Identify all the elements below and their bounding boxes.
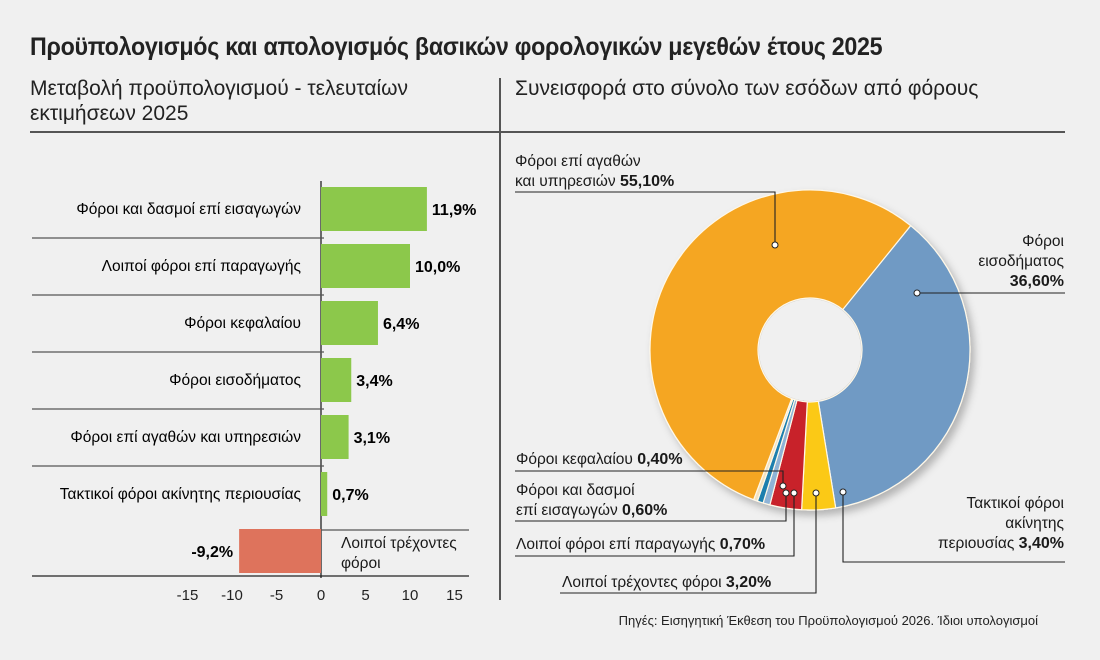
x-tick-label: 10 bbox=[402, 587, 419, 604]
pie-value-income: 36,60% bbox=[1009, 273, 1064, 290]
pie-label-production: Λοιποί φόροι επί παραγωγής 0,70% bbox=[516, 535, 765, 555]
bar bbox=[321, 358, 352, 402]
bar bbox=[321, 301, 378, 345]
donut-slice bbox=[649, 189, 912, 501]
pie-label-income-line1: Φόροι bbox=[1022, 233, 1064, 250]
donut-slice bbox=[817, 224, 971, 509]
bar-value-label: 3,4% bbox=[356, 373, 392, 390]
bar bbox=[239, 529, 321, 573]
donut-slice bbox=[756, 398, 796, 504]
pie-value-production: 0,70% bbox=[719, 536, 766, 553]
donut-slice bbox=[800, 400, 837, 511]
pie-label-goods: Φόροι επί αγαθών και υπηρεσιών 55,10% bbox=[515, 152, 674, 192]
pie-label-imports: Φόροι και δασμοί επί εισαγωγών 0,60% bbox=[516, 481, 667, 521]
pie-label-property-line1: Τακτικοί φόροι bbox=[966, 495, 1064, 512]
donut-slice bbox=[752, 397, 794, 502]
bar bbox=[321, 415, 349, 459]
pie-label-goods-line1: Φόροι επί αγαθών bbox=[515, 153, 641, 170]
donut-slice bbox=[762, 398, 798, 506]
bar bbox=[321, 472, 328, 516]
chart-title: Προϋπολογισμός και απολογισμός βασικών φ… bbox=[30, 33, 883, 61]
pie-label-property: Τακτικοί φόροι ακίνητης περιουσίας 3,40% bbox=[938, 494, 1064, 554]
bar bbox=[321, 244, 410, 288]
leader-dot bbox=[839, 488, 847, 496]
bar-last-label-line2: φόροι bbox=[341, 555, 381, 572]
leader-line bbox=[515, 191, 776, 245]
pie-label-imports-line2: επί εισαγωγών bbox=[516, 502, 618, 519]
pie-value-other-current: 3,20% bbox=[725, 574, 772, 591]
pie-label-capital-text: Φόροι κεφαλαίου bbox=[516, 451, 633, 468]
bar-value-label: 6,4% bbox=[383, 316, 419, 333]
pie-value-capital: 0,40% bbox=[637, 451, 683, 468]
x-tick-label: -5 bbox=[270, 587, 283, 604]
pie-label-income: Φόροι εισοδήματος 36,60% bbox=[978, 232, 1064, 292]
donut-slice bbox=[769, 399, 808, 511]
x-tick-label: 0 bbox=[317, 587, 325, 604]
pie-label-property-line3: περιουσίας bbox=[937, 535, 1015, 552]
bar-last-label-line1: Λοιποί τρέχοντες bbox=[341, 535, 457, 552]
bar-value-label: 11,9% bbox=[432, 202, 476, 219]
bar-category-label: Φόροι και δασμοί επί εισαγωγών bbox=[76, 201, 301, 218]
donut-chart-title: Συνεισφορά στο σύνολο των εσόδων από φόρ… bbox=[515, 77, 979, 100]
x-tick-label: -10 bbox=[221, 587, 243, 604]
pie-value-goods: 55,10% bbox=[619, 173, 675, 190]
leader-dot bbox=[771, 241, 779, 249]
bar-chart: 11,9% Φόροι και δασμοί επί εισαγωγών 10,0%… bbox=[32, 181, 476, 604]
pie-label-goods-line2: και υπηρεσιών bbox=[515, 173, 616, 190]
pie-value-property: 3,40% bbox=[1018, 535, 1064, 552]
bar-value-label: -9,2% bbox=[191, 544, 233, 561]
bar-chart-title: Μεταβολή προϋπολογισμού - τελευταίων εκτ… bbox=[30, 77, 409, 125]
pie-label-other-current-text: Λοιποί τρέχοντες φόροι bbox=[562, 574, 722, 591]
leader-dot bbox=[782, 489, 790, 497]
leader-dot bbox=[790, 489, 798, 497]
divider-left bbox=[30, 131, 500, 133]
pie-label-capital: Φόροι κεφαλαίου 0,40% bbox=[516, 450, 683, 470]
pie-label-production-text: Λοιποί φόροι επί παραγωγής bbox=[516, 536, 716, 553]
bar-category-label: Λοιποί φόροι επί παραγωγής bbox=[102, 258, 301, 275]
bar-category-label: Φόροι κεφαλαίου bbox=[184, 315, 301, 332]
divider-right bbox=[500, 131, 1065, 133]
bar bbox=[321, 187, 427, 231]
bar-category-label-last: Λοιποί τρέχοντες φόροι bbox=[341, 534, 457, 574]
pie-label-property-line2: ακίνητης bbox=[1005, 515, 1064, 532]
pie-label-other-current: Λοιποί τρέχοντες φόροι 3,20% bbox=[562, 573, 771, 593]
bar-value-label: 3,1% bbox=[354, 430, 390, 447]
bar-category-label: Φόροι επί αγαθών και υπηρεσιών bbox=[70, 429, 301, 446]
pie-label-imports-line1: Φόροι και δασμοί bbox=[516, 482, 635, 499]
leader-dot bbox=[812, 489, 820, 497]
leader-dot bbox=[779, 482, 787, 490]
leader-dot bbox=[913, 289, 921, 297]
bar-category-label: Τακτικοί φόροι ακίνητης περιουσίας bbox=[60, 486, 301, 503]
bar-value-label: 10,0% bbox=[415, 259, 460, 276]
pie-value-imports: 0,60% bbox=[622, 502, 668, 519]
pie-label-income-line2: εισοδήματος bbox=[978, 253, 1064, 270]
x-tick-label: -15 bbox=[177, 587, 199, 604]
vertical-divider bbox=[499, 78, 501, 600]
donut-hole bbox=[759, 299, 861, 401]
x-tick-label: 5 bbox=[361, 587, 369, 604]
source-note: Πηγές: Εισηγητική Έκθεση του Προϋπολογισ… bbox=[618, 613, 1038, 628]
bar-category-label: Φόροι εισοδήματος bbox=[169, 372, 301, 389]
x-tick-label: 15 bbox=[446, 587, 463, 604]
bar-value-label: 0,7% bbox=[332, 487, 368, 504]
